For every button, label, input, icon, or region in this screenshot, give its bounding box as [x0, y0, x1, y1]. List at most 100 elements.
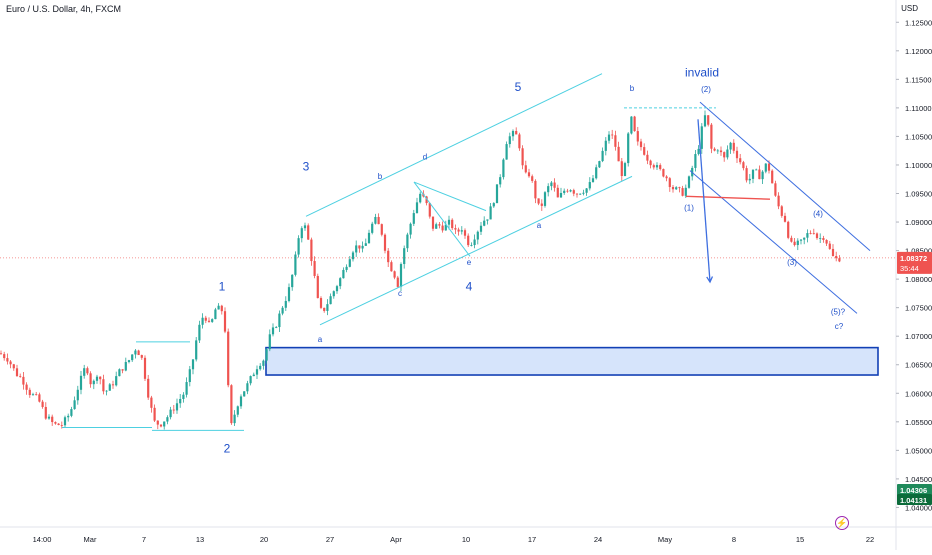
x-tick-label: 10	[462, 535, 470, 544]
candle-body	[447, 219, 451, 225]
candle-body	[220, 305, 223, 312]
candle-body	[435, 224, 438, 229]
candle-body	[454, 228, 457, 230]
candle-body	[575, 193, 579, 195]
candle-body	[262, 360, 265, 366]
candle-body	[566, 190, 569, 192]
candle-body	[207, 320, 211, 322]
candle-body	[307, 225, 310, 240]
candle-body	[505, 144, 508, 160]
y-tick-label: 1.04000	[905, 503, 932, 512]
candle-body	[275, 327, 278, 328]
candle-body	[316, 275, 319, 299]
candle-body	[147, 378, 150, 398]
candle-body	[271, 327, 275, 335]
candle-body	[383, 234, 387, 251]
candle-body	[415, 202, 419, 214]
candle-body	[473, 239, 476, 246]
candle-body	[822, 238, 825, 240]
candle-body	[831, 248, 835, 257]
candle-body	[198, 324, 201, 341]
candle-body	[742, 162, 745, 169]
channel-line	[699, 101, 871, 251]
candle-body	[828, 243, 831, 249]
candle-body	[335, 286, 339, 292]
candle-body	[355, 245, 358, 253]
candle-body	[95, 376, 99, 381]
candle-body	[649, 160, 652, 166]
candle-body	[217, 305, 220, 310]
candle-body	[678, 187, 681, 189]
candle-body	[467, 235, 470, 246]
candle-body	[662, 169, 665, 177]
candle-body	[44, 406, 47, 419]
candle-body	[611, 134, 614, 136]
candle-body	[99, 376, 102, 380]
candle-body	[291, 274, 294, 288]
x-tick-label: 24	[594, 535, 602, 544]
price-label-text: 1.08372	[900, 254, 927, 263]
candle-body	[67, 415, 70, 418]
candle-body	[796, 240, 799, 246]
candle-body	[195, 340, 198, 360]
candle-body	[115, 376, 118, 386]
candle-body	[367, 232, 371, 244]
candle-body	[636, 131, 639, 142]
candle-body	[83, 368, 86, 376]
y-tick-label: 1.05000	[905, 446, 932, 455]
candle-body	[806, 233, 809, 238]
candle-body	[684, 187, 687, 196]
candle-body	[774, 183, 777, 196]
wave-label: a	[318, 335, 323, 344]
candle-body	[182, 394, 185, 399]
candle-body	[246, 383, 249, 392]
y-tick-label: 1.08500	[905, 247, 932, 256]
wave-label: 1	[219, 280, 226, 294]
candle-body	[681, 188, 684, 196]
candle-body	[547, 186, 550, 193]
x-tick-label: 13	[196, 535, 204, 544]
candle-body	[313, 261, 316, 276]
candle-body	[790, 237, 793, 242]
candle-body	[28, 389, 31, 396]
candle-body	[159, 424, 163, 427]
channel-line	[319, 175, 633, 326]
y-tick-label: 1.08000	[905, 275, 932, 284]
candle-body	[12, 364, 15, 369]
candle-body	[723, 152, 726, 158]
candle-body	[675, 187, 678, 190]
candle-body	[697, 148, 700, 155]
candle-body	[729, 142, 732, 150]
candle-body	[751, 169, 755, 179]
y-tick-label: 1.07000	[905, 332, 932, 341]
candle-body	[655, 165, 659, 168]
candle-body	[374, 216, 377, 224]
candle-body	[243, 391, 246, 397]
candle-body	[812, 233, 815, 235]
x-tick-label: 15	[796, 535, 804, 544]
lightning-icon[interactable]: ⚡	[835, 516, 849, 530]
candle-body	[361, 245, 364, 249]
x-tick-label: Mar	[84, 535, 97, 544]
candle-body	[588, 182, 591, 189]
candle-body	[63, 417, 67, 426]
candle-body	[265, 349, 268, 361]
candle-body	[515, 130, 518, 135]
candle-body	[342, 269, 345, 279]
candle-body	[76, 389, 79, 401]
wave-label: 2	[224, 442, 231, 456]
triangle-line	[413, 181, 471, 257]
wave-label: b	[378, 172, 383, 181]
y-tick-label: 1.11000	[905, 104, 932, 113]
candle-body	[15, 368, 19, 377]
candle-body	[79, 375, 83, 390]
candle-body	[377, 216, 380, 225]
candle-body	[809, 233, 812, 234]
candle-body	[745, 168, 748, 181]
candle-body	[563, 190, 566, 193]
candle-body	[121, 369, 124, 371]
wave-label: 3	[303, 160, 310, 174]
candle-body	[111, 384, 115, 386]
